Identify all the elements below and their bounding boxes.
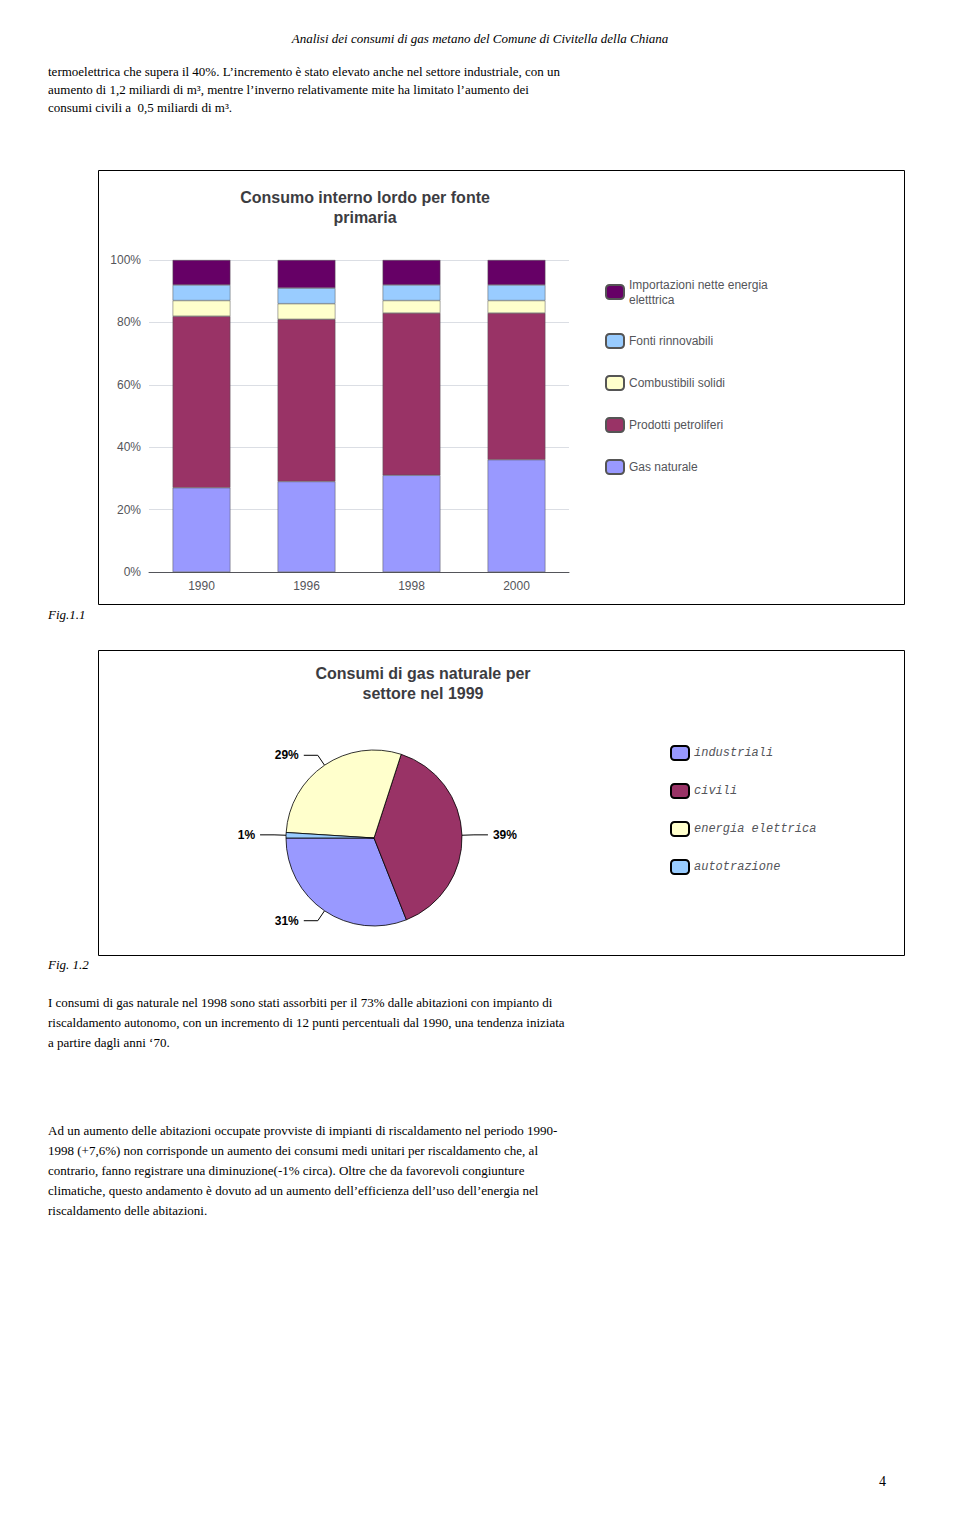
- svg-text:consumi civili a 0,5 miliardi: consumi civili a 0,5 miliardi di m³.: [48, 100, 232, 115]
- svg-text:Gas naturale: Gas naturale: [629, 460, 698, 474]
- svg-text:autotrazione: autotrazione: [694, 860, 780, 874]
- svg-text:Analisi dei consumi di gas met: Analisi dei consumi di gas metano del Co…: [291, 31, 669, 46]
- svg-text:29%: 29%: [275, 748, 299, 762]
- svg-text:80%: 80%: [117, 315, 141, 329]
- svg-text:aumento di 1,2 miliardi di m³,: aumento di 1,2 miliardi di m³, mentre l’…: [48, 82, 529, 97]
- svg-text:riscaldamento autonomo, con un: riscaldamento autonomo, con un increment…: [48, 1015, 565, 1030]
- svg-text:Ad un aumento delle abitazioni: Ad un aumento delle abitazioni occupate …: [48, 1123, 557, 1138]
- svg-text:20%: 20%: [117, 503, 141, 517]
- svg-text:1990: 1990: [188, 579, 215, 593]
- svg-text:100%: 100%: [110, 253, 141, 267]
- svg-text:Fig.1.1: Fig.1.1: [47, 607, 86, 622]
- svg-text:primaria: primaria: [333, 209, 396, 226]
- svg-text:a partire dagli anni ‘70.: a partire dagli anni ‘70.: [48, 1035, 170, 1050]
- svg-text:civili: civili: [694, 784, 737, 798]
- svg-text:1998 (+7,6%) non corrisponde u: 1998 (+7,6%) non corrisponde un aumento …: [48, 1143, 538, 1158]
- svg-text:industriali: industriali: [694, 746, 773, 760]
- svg-text:energia elettrica: energia elettrica: [694, 822, 816, 836]
- svg-text:1998: 1998: [398, 579, 425, 593]
- svg-text:0%: 0%: [124, 565, 142, 579]
- svg-text:1996: 1996: [293, 579, 320, 593]
- svg-text:riscaldamento delle abitazioni: riscaldamento delle abitazioni.: [48, 1203, 207, 1218]
- svg-text:Fonti rinnovabili: Fonti rinnovabili: [629, 334, 713, 348]
- svg-text:I consumi di gas naturale nel: I consumi di gas naturale nel 1998 sono …: [48, 995, 553, 1010]
- svg-text:Importazioni nette energia: Importazioni nette energia: [629, 278, 768, 292]
- svg-text:39%: 39%: [493, 828, 517, 842]
- svg-text:Consumi di gas naturale per: Consumi di gas naturale per: [315, 665, 530, 682]
- svg-text:31%: 31%: [275, 914, 299, 928]
- svg-text:2000: 2000: [503, 579, 530, 593]
- svg-text:4: 4: [879, 1474, 886, 1489]
- svg-text:contrario, fanno registrare un: contrario, fanno registrare una diminuzi…: [48, 1163, 525, 1178]
- svg-text:1%: 1%: [238, 828, 256, 842]
- svg-text:Fig. 1.2: Fig. 1.2: [47, 957, 89, 972]
- svg-text:Combustibili solidi: Combustibili solidi: [629, 376, 725, 390]
- svg-text:40%: 40%: [117, 440, 141, 454]
- svg-text:Prodotti petroliferi: Prodotti petroliferi: [629, 418, 723, 432]
- svg-text:Consumo interno lordo per font: Consumo interno lordo per fonte: [240, 189, 490, 206]
- svg-text:settore nel 1999: settore nel 1999: [363, 685, 484, 702]
- svg-text:eletttrica: eletttrica: [629, 293, 675, 307]
- svg-text:termoelettrica che supera il 4: termoelettrica che supera il 40%. L’incr…: [48, 64, 561, 79]
- svg-text:60%: 60%: [117, 378, 141, 392]
- svg-text:climatiche, questo andamento è: climatiche, questo andamento è dovuto ad…: [48, 1183, 539, 1198]
